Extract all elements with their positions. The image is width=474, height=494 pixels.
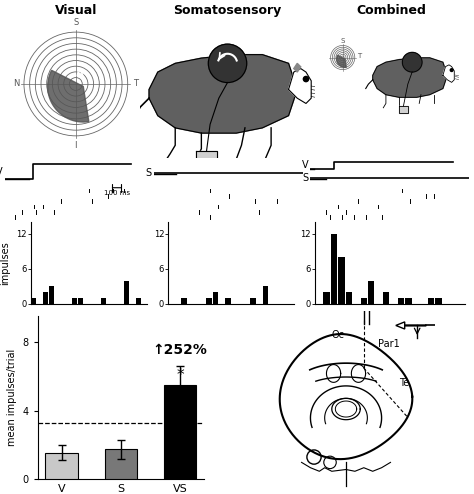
Bar	[346, 292, 352, 304]
Bar	[101, 298, 106, 304]
Polygon shape	[443, 65, 454, 82]
Bar	[206, 298, 212, 304]
Bar	[323, 292, 329, 304]
Text: Oc: Oc	[332, 330, 345, 340]
Bar	[31, 298, 36, 304]
Polygon shape	[289, 69, 311, 103]
Bar	[225, 298, 231, 304]
Polygon shape	[373, 58, 447, 97]
Text: Par1: Par1	[378, 339, 400, 349]
Bar	[383, 292, 389, 304]
Circle shape	[402, 52, 422, 72]
Text: sum: sum	[171, 412, 189, 421]
Bar	[368, 281, 374, 304]
Text: S: S	[73, 18, 79, 27]
Text: V: V	[301, 161, 308, 170]
Bar	[136, 298, 141, 304]
Text: Combined: Combined	[356, 4, 426, 17]
Bar	[398, 298, 404, 304]
Bar	[105, 449, 137, 479]
Bar	[331, 234, 337, 304]
Polygon shape	[48, 70, 89, 122]
FancyArrow shape	[396, 322, 426, 329]
Bar	[164, 385, 196, 479]
Y-axis label: impulses: impulses	[0, 241, 10, 285]
Text: S: S	[146, 168, 152, 178]
Bar	[338, 257, 345, 304]
Bar	[361, 298, 367, 304]
Bar	[213, 292, 218, 304]
Y-axis label: mean impulses/trial: mean impulses/trial	[7, 349, 17, 446]
Bar	[435, 298, 442, 304]
Bar	[43, 292, 48, 304]
Text: *: *	[176, 368, 184, 383]
Bar	[250, 298, 256, 304]
Text: I: I	[74, 141, 77, 150]
Text: ↑252%: ↑252%	[153, 343, 208, 357]
Text: V: V	[0, 166, 3, 177]
Text: S: S	[302, 173, 308, 183]
Bar	[124, 281, 129, 304]
Bar	[46, 453, 78, 479]
Text: 100 ms: 100 ms	[103, 190, 130, 197]
Bar	[428, 298, 434, 304]
Text: Somatosensory: Somatosensory	[173, 4, 282, 17]
Text: T: T	[133, 80, 137, 88]
Bar	[405, 298, 412, 304]
Polygon shape	[337, 55, 346, 67]
Polygon shape	[399, 106, 408, 113]
Bar	[263, 287, 268, 304]
Text: Te: Te	[400, 378, 410, 388]
Text: S: S	[340, 38, 345, 44]
Circle shape	[450, 69, 453, 72]
Circle shape	[303, 77, 309, 82]
Circle shape	[209, 44, 246, 82]
Polygon shape	[196, 151, 217, 165]
Polygon shape	[294, 63, 301, 72]
Text: T: T	[357, 52, 361, 58]
Polygon shape	[336, 401, 357, 417]
Bar	[72, 298, 77, 304]
Text: N: N	[13, 80, 19, 88]
Polygon shape	[149, 55, 297, 133]
Bar	[78, 298, 82, 304]
Text: Visual: Visual	[55, 4, 97, 17]
Bar	[181, 298, 187, 304]
Bar	[49, 287, 54, 304]
